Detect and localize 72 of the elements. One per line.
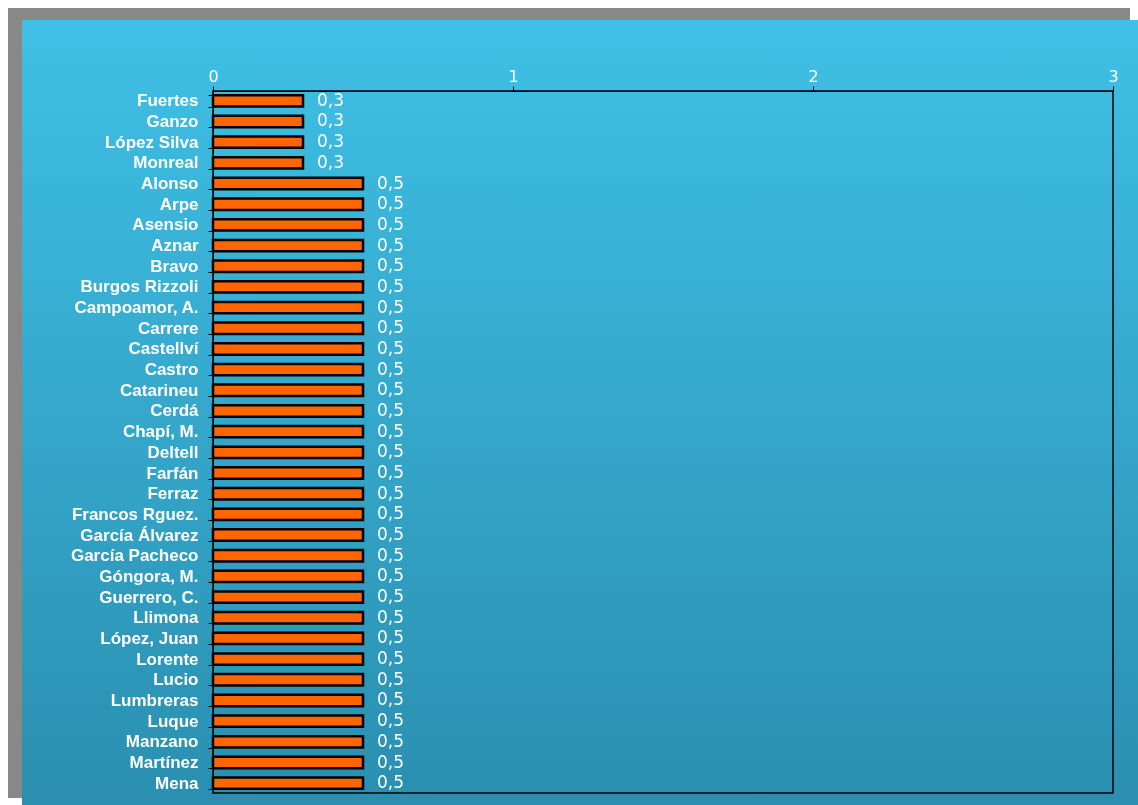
data-label: 0,5 [377, 337, 405, 358]
y-tick-label: Fuertes [137, 91, 199, 111]
y-tick-label: López Silva [104, 132, 200, 152]
data-label: 0,5 [377, 420, 405, 441]
y-tick-label: Lumbreras [110, 690, 199, 710]
y-tick-label: Aznar [151, 236, 199, 256]
data-label: 0,5 [377, 379, 405, 400]
y-tick-label: Campoamor, A. [74, 298, 199, 318]
y-tick-label: López, Juan [100, 628, 199, 648]
y-tick-label: Luque [147, 711, 199, 731]
x-tick-label: 1 [508, 66, 519, 86]
y-tick-label: Castro [144, 360, 199, 380]
data-label: 0,3 [317, 89, 345, 110]
data-label: 0,5 [377, 730, 405, 751]
data-label: 0,5 [377, 462, 405, 483]
data-label: 0,5 [377, 544, 405, 565]
data-label: 0,5 [377, 296, 405, 317]
x-tick-label: 2 [808, 66, 819, 86]
data-label: 0,5 [377, 772, 405, 793]
y-tick-label: Farfán [146, 463, 199, 483]
y-tick-label: Burgos Rizzoli [80, 277, 199, 297]
y-tick-label: Manzano [125, 732, 199, 752]
y-tick-label: Arpe [159, 194, 199, 214]
y-tick-label: Guerrero, C. [99, 587, 199, 607]
y-tick-label: Monreal [133, 153, 199, 173]
data-label: 0,5 [377, 627, 405, 648]
data-label: 0,5 [377, 399, 405, 420]
data-label: 0,5 [377, 441, 405, 462]
y-tick-label: Asensio [132, 215, 199, 235]
data-label: 0,5 [377, 710, 405, 731]
data-label: 0,5 [377, 503, 405, 524]
x-tick-label: 0 [208, 66, 219, 86]
data-label: 0,3 [317, 151, 345, 172]
y-tick-label: Alonso [140, 174, 199, 194]
data-label: 0,5 [377, 606, 405, 627]
y-tick-label: Bravo [150, 256, 199, 276]
data-label: 0,5 [377, 482, 405, 503]
data-label: 0,5 [377, 689, 405, 710]
data-label: 0,5 [377, 193, 405, 214]
y-tick-label: Llimona [133, 608, 200, 628]
y-tick-label: Francos Rguez. [71, 504, 199, 524]
y-tick-label: Castellví [128, 339, 200, 359]
data-label: 0,5 [377, 668, 405, 689]
data-label: 0,5 [377, 648, 405, 669]
y-tick-label: Lucio [153, 670, 199, 690]
data-label: 0,5 [377, 565, 405, 586]
data-label: 0,3 [317, 110, 345, 131]
data-label: 0,5 [377, 255, 405, 276]
data-label: 0,3 [317, 131, 345, 152]
y-tick-label: Chapí, M. [122, 422, 199, 442]
y-tick-label: Cerdá [150, 401, 200, 421]
y-tick-label: García Pacheco [70, 546, 199, 566]
data-label: 0,5 [377, 358, 405, 379]
data-label: 0,5 [377, 275, 405, 296]
y-tick-label: Martínez [129, 753, 199, 772]
y-tick-label: Catarineu [120, 380, 199, 400]
data-label: 0,5 [377, 524, 405, 545]
data-label: 0,5 [377, 234, 405, 255]
data-label: 0,5 [377, 317, 405, 338]
data-label: 0,5 [377, 172, 405, 193]
data-label: 0,5 [377, 751, 405, 772]
data-label: 0,5 [377, 586, 405, 607]
y-tick-label: Ferraz [147, 484, 199, 504]
data-label: 0,5 [377, 213, 405, 234]
y-tick-label: Deltell [147, 442, 199, 462]
y-tick-label: García Álvarez [80, 525, 199, 545]
y-tick-label: Ganzo [146, 112, 199, 131]
x-tick-label: 3 [1108, 66, 1119, 86]
y-tick-label: Mena [155, 773, 200, 793]
y-tick-label: Góngora, M. [99, 566, 199, 586]
y-tick-label: Carrere [138, 318, 199, 338]
y-tick-label: Lorente [136, 649, 199, 669]
